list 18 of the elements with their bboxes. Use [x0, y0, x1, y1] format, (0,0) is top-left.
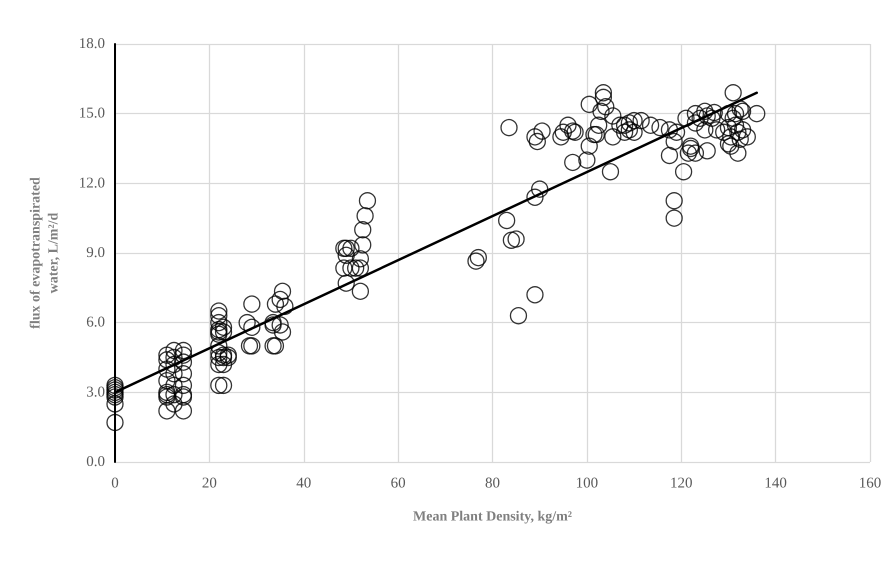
x-tick-label: 60 — [390, 476, 406, 492]
x-tick-label: 100 — [576, 476, 598, 492]
x-tick-label: 80 — [485, 476, 500, 492]
y-axis-title: flux of evapotranspirated water, L/m²/d — [28, 176, 62, 329]
y-tick-label: 18.0 — [78, 36, 105, 52]
y-tick-label: 15.0 — [78, 106, 105, 122]
y-tick-label: 12.0 — [78, 175, 105, 192]
x-axis-title: Mean Plant Density, kg/m² — [413, 510, 572, 524]
y-tick-label: 0.0 — [86, 454, 105, 470]
x-tick-label: 140 — [764, 476, 787, 492]
x-tick-label: 0 — [111, 476, 119, 492]
y-tick-label: 6.0 — [86, 314, 105, 331]
x-tick-label: 160 — [858, 476, 882, 492]
y-tick-label: 9.0 — [86, 245, 105, 261]
y-tick-label: 3.0 — [86, 384, 105, 400]
x-tick-label: 20 — [202, 476, 217, 492]
x-tick-label: 120 — [670, 476, 692, 492]
x-tick-label: 40 — [296, 476, 312, 492]
